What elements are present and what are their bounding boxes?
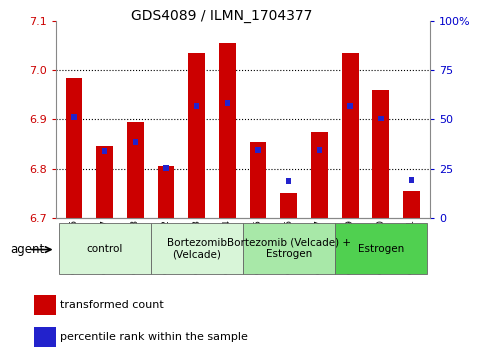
FancyBboxPatch shape (335, 223, 427, 274)
Text: agent: agent (11, 243, 45, 256)
Bar (34, 327, 56, 347)
Text: Estrogen: Estrogen (357, 244, 404, 254)
Text: Bortezomib (Velcade) +
Estrogen: Bortezomib (Velcade) + Estrogen (227, 238, 351, 259)
Bar (163, 165, 169, 171)
Bar (286, 178, 292, 184)
Text: GDS4089 / ILMN_1704377: GDS4089 / ILMN_1704377 (131, 9, 313, 23)
Bar (132, 139, 138, 144)
Text: Bortezomib
(Velcade): Bortezomib (Velcade) (167, 238, 227, 259)
Bar (409, 177, 414, 183)
Bar (66, 78, 83, 218)
Bar (372, 90, 389, 218)
Text: control: control (86, 244, 123, 254)
Bar (194, 103, 199, 109)
Bar (219, 43, 236, 218)
Bar (378, 115, 384, 121)
Bar (96, 147, 113, 218)
Bar (311, 132, 328, 218)
Bar (280, 193, 297, 218)
Bar (34, 295, 56, 315)
Bar (341, 53, 358, 218)
FancyBboxPatch shape (243, 223, 335, 274)
Bar (102, 148, 107, 154)
Bar (317, 147, 322, 153)
Bar (250, 142, 267, 218)
FancyBboxPatch shape (58, 223, 151, 274)
Bar (71, 114, 77, 120)
Bar (188, 53, 205, 218)
Bar (225, 100, 230, 106)
Bar (127, 122, 144, 218)
FancyBboxPatch shape (151, 223, 243, 274)
Text: percentile rank within the sample: percentile rank within the sample (60, 332, 248, 342)
Bar (157, 166, 174, 218)
Bar (256, 147, 261, 153)
Bar (403, 191, 420, 218)
Text: transformed count: transformed count (60, 300, 164, 310)
Bar (347, 103, 353, 109)
